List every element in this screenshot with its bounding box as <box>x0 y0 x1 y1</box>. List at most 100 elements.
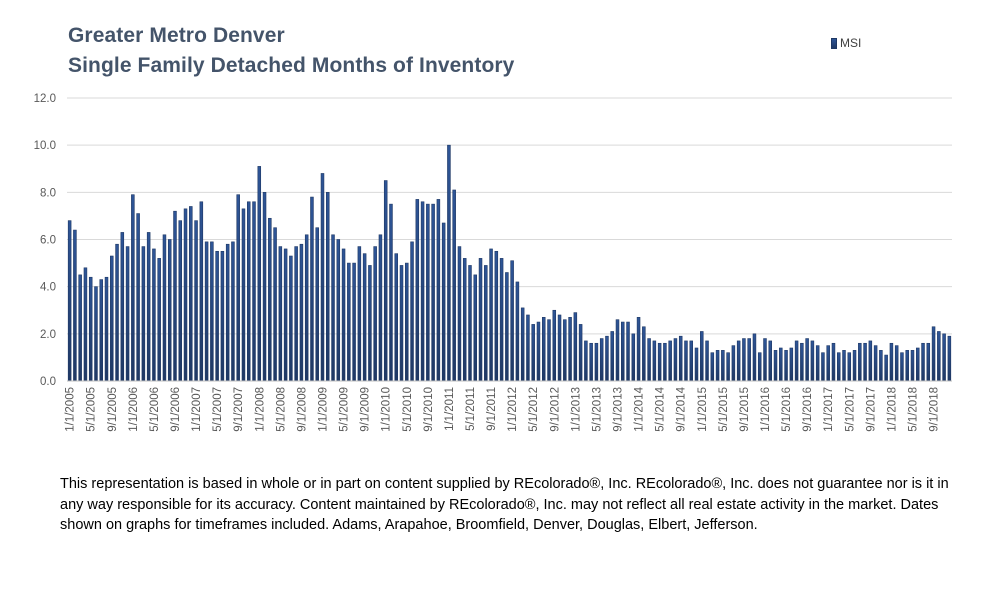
msi-bar-chart: 0.0 2.0 4.0 6.0 8.0 10.0 12.0 1/1/2005 5/1/2005… <box>34 93 952 432</box>
y-tick-label: 8.0 <box>40 187 56 199</box>
msi-bar <box>868 340 873 382</box>
msi-bar <box>831 342 836 382</box>
msi-bar <box>78 274 82 382</box>
msi-bar <box>489 248 493 382</box>
msi-bar <box>478 258 483 382</box>
msi-bar <box>304 234 309 382</box>
x-tick-label: 1/1/2014 <box>634 386 646 431</box>
y-tick-label: 6.0 <box>40 235 56 247</box>
msi-bar <box>721 350 725 382</box>
msi-bar <box>610 331 614 382</box>
msi-bar <box>189 206 193 382</box>
x-tick-label: 5/1/2018 <box>907 387 919 432</box>
msi-bar <box>768 340 773 382</box>
msi-bar <box>599 338 604 382</box>
x-tick-label: 9/1/2012 <box>549 387 561 432</box>
bars <box>67 144 952 382</box>
x-tick-label: 9/1/2006 <box>170 387 182 432</box>
msi-bar <box>246 201 251 382</box>
x-tick-label: 9/1/2017 <box>865 387 877 432</box>
x-tick-label: 5/1/2017 <box>844 387 856 432</box>
msi-bar <box>415 199 420 382</box>
msi-bar <box>879 350 883 382</box>
msi-bar <box>531 324 535 382</box>
msi-bar <box>357 246 362 382</box>
msi-bar <box>210 241 214 382</box>
msi-bar <box>394 253 398 382</box>
msi-bar <box>341 248 346 382</box>
msi-bar <box>710 352 715 382</box>
msi-bar <box>784 350 788 382</box>
msi-bar <box>800 342 804 382</box>
chart-title-line2: Single Family Detached Months of Invento… <box>68 54 515 77</box>
x-tick-label: 1/1/2013 <box>570 387 582 432</box>
msi-bar <box>378 234 383 382</box>
msi-bar <box>520 307 525 382</box>
msi-bar <box>773 350 778 382</box>
msi-bar <box>873 345 878 382</box>
msi-bar <box>726 352 730 382</box>
msi-bar <box>900 352 904 382</box>
msi-bar <box>821 352 825 382</box>
msi-bar <box>715 350 720 382</box>
msi-bar <box>431 203 435 382</box>
x-tick-label: 5/1/2010 <box>402 387 414 432</box>
msi-bar <box>368 265 372 382</box>
msi-bar <box>252 201 256 382</box>
msi-bar <box>810 340 815 382</box>
msi-bar <box>678 335 683 382</box>
msi-bar <box>194 220 198 382</box>
msi-bar <box>99 279 103 382</box>
msi-bar <box>794 340 799 382</box>
msi-bar <box>884 354 888 382</box>
msi-bar <box>426 203 430 382</box>
msi-bar <box>125 246 130 382</box>
msi-bar <box>594 342 599 382</box>
msi-bar <box>462 258 467 382</box>
msi-bar <box>336 239 341 382</box>
msi-bar <box>389 203 393 382</box>
msi-bar <box>636 317 641 382</box>
y-tick-label: 12.0 <box>34 93 56 105</box>
msi-bar <box>505 272 509 382</box>
msi-bar <box>921 342 925 382</box>
msi-bar <box>557 314 562 382</box>
msi-bar <box>578 324 583 382</box>
x-tick-label: 9/1/2007 <box>233 387 245 432</box>
msi-bar <box>499 258 504 382</box>
msi-bar <box>157 258 161 382</box>
msi-bar <box>626 321 630 382</box>
disclaimer-text: This representation is based in whole or… <box>60 476 949 533</box>
msi-bar <box>104 276 109 382</box>
x-tick-label: 9/1/2014 <box>676 386 688 431</box>
msi-bar <box>268 217 272 382</box>
msi-bar <box>684 340 688 382</box>
msi-bar <box>615 319 620 382</box>
msi-bar <box>457 246 462 382</box>
msi-bar <box>568 317 572 382</box>
msi-bar <box>352 262 356 382</box>
msi-bar <box>178 220 183 382</box>
msi-bar <box>510 260 514 382</box>
msi-bar <box>441 222 446 382</box>
x-tick-label: 5/1/2015 <box>718 387 730 432</box>
x-axis-ticks: 1/1/2005 5/1/2005 9/1/2005 1/1/2006 5/1/2006… <box>65 380 952 432</box>
msi-bar <box>842 350 846 382</box>
msi-bar <box>526 314 530 382</box>
msi-bar <box>204 241 209 382</box>
msi-bar <box>289 255 293 382</box>
msi-bar <box>652 340 657 382</box>
y-tick-label: 4.0 <box>40 282 56 294</box>
msi-bar <box>405 262 409 382</box>
msi-bar <box>563 319 567 382</box>
x-tick-label: 5/1/2016 <box>781 387 793 432</box>
msi-bar <box>88 276 93 382</box>
msi-bar <box>926 342 931 382</box>
msi-bar <box>152 248 156 382</box>
msi-bar <box>162 234 167 382</box>
msi-bar <box>642 326 646 382</box>
y-axis-ticks: 0.0 2.0 4.0 6.0 8.0 10.0 12.0 <box>34 93 56 388</box>
x-tick-label: 9/1/2013 <box>612 387 624 432</box>
chart-title-line1: Greater Metro Denver <box>68 24 285 47</box>
x-tick-label: 9/1/2018 <box>929 387 941 432</box>
